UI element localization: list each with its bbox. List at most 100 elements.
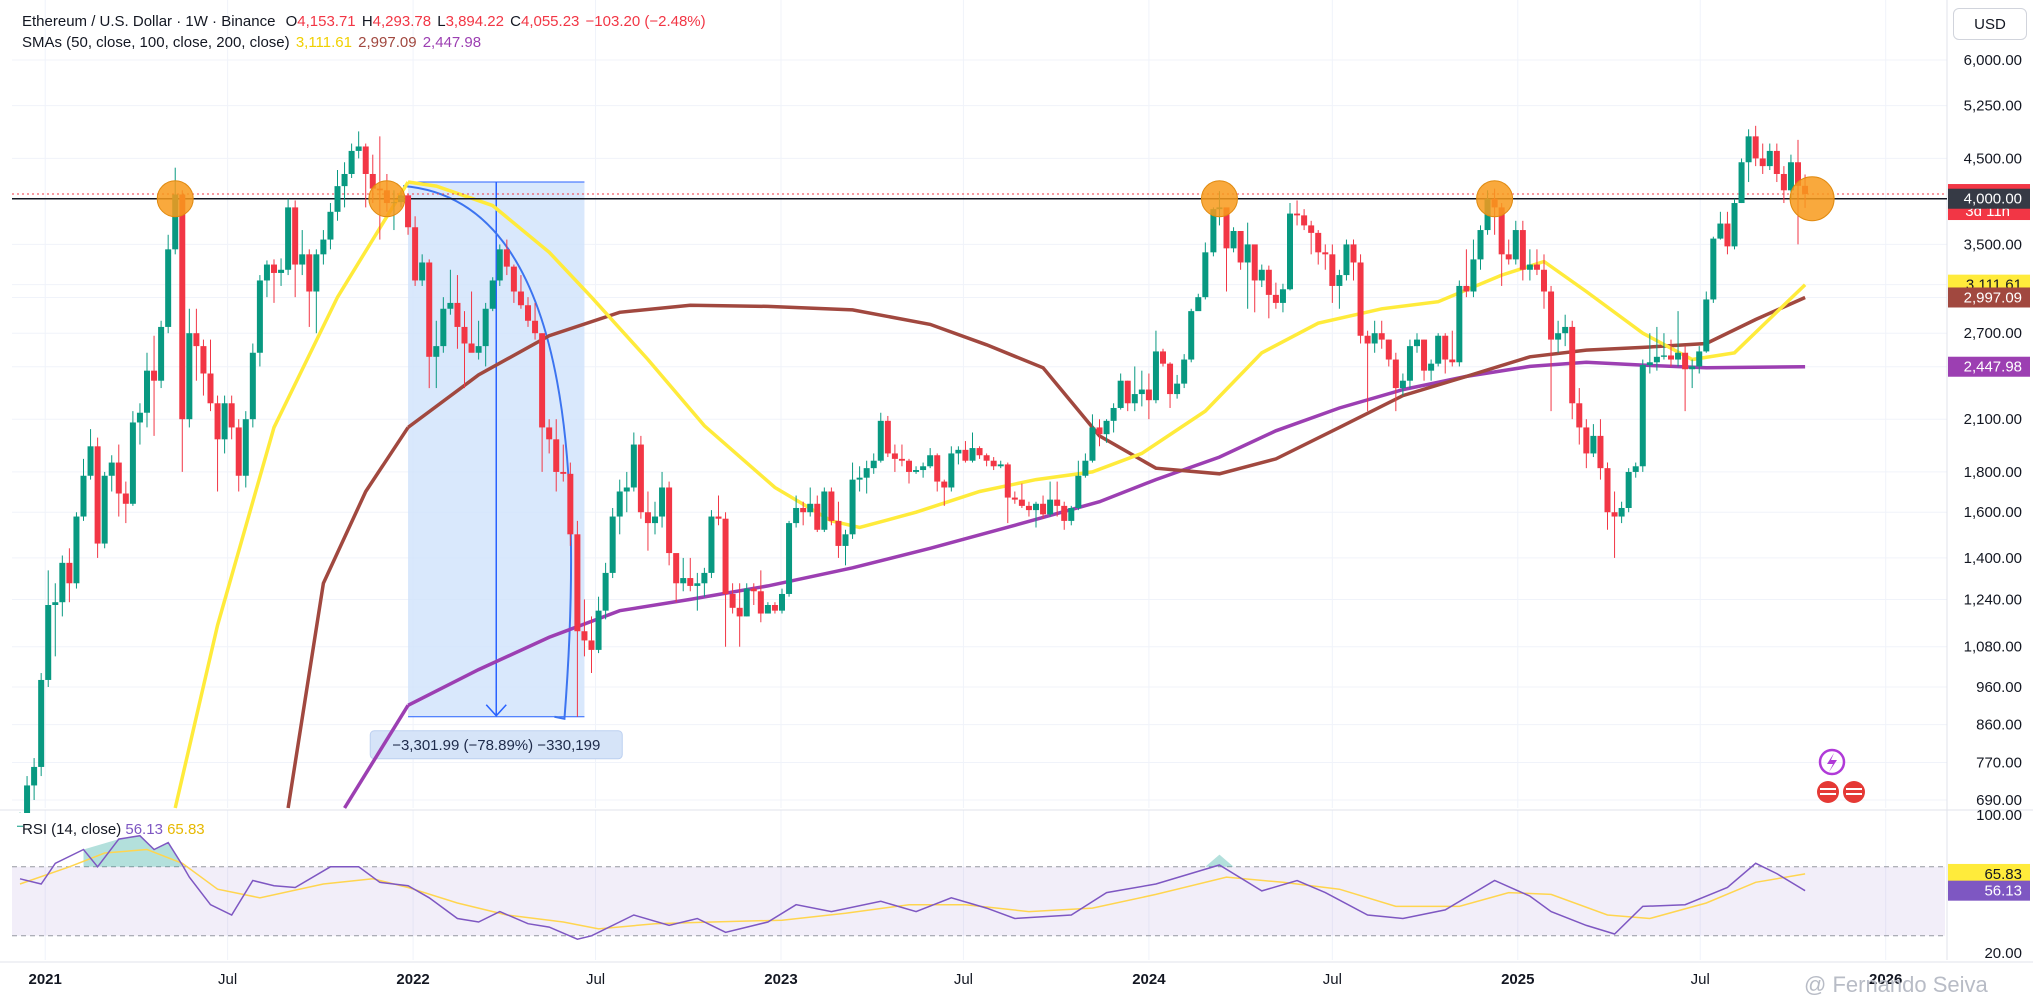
- currency-button[interactable]: USD: [1953, 8, 2027, 40]
- candle-body: [1675, 352, 1682, 360]
- candle: [151, 335, 158, 436]
- candle-body: [955, 449, 962, 454]
- candle-body: [1703, 299, 1710, 352]
- candle-body: [1604, 468, 1611, 513]
- candle: [637, 435, 644, 519]
- candle-body: [1738, 162, 1745, 204]
- candle: [793, 495, 800, 528]
- time-axis: 2021 Jul 2022 Jul 2023 Jul 2024 Jul 2025 Jul 2026: [29, 971, 1903, 988]
- candle: [24, 776, 31, 813]
- candle: [687, 557, 694, 592]
- candle: [588, 616, 595, 674]
- candle: [736, 583, 743, 647]
- candle-body: [927, 455, 934, 467]
- candle-body: [1653, 356, 1660, 363]
- price-tag-box: [1948, 287, 2030, 308]
- candle-body: [1301, 215, 1308, 226]
- candle-body: [1505, 254, 1512, 260]
- candle: [1773, 143, 1780, 183]
- candle: [341, 162, 348, 208]
- low-label: L: [437, 13, 446, 30]
- candle-body: [193, 333, 200, 347]
- candle-body: [405, 195, 412, 228]
- candle: [285, 198, 292, 276]
- lightning-icon[interactable]: [1818, 748, 1846, 776]
- candle-body: [468, 343, 475, 353]
- price-tick-label: 5,250.00: [1964, 98, 2022, 115]
- price-tick-label: 960.00: [1976, 679, 2022, 696]
- candle-body: [362, 146, 369, 174]
- candle-body: [743, 588, 750, 617]
- candle-body: [158, 326, 165, 381]
- candle-body: [433, 346, 440, 357]
- candle-body: [1075, 475, 1082, 508]
- flag-us-icon[interactable]: [1817, 781, 1839, 803]
- candle: [510, 264, 517, 303]
- candle-body: [355, 146, 362, 151]
- candle-body: [1230, 230, 1237, 249]
- candle: [969, 432, 976, 463]
- candle-body: [1145, 389, 1152, 401]
- candle: [1110, 403, 1117, 433]
- candle-body: [546, 427, 553, 440]
- resistance-touch-marker: [1789, 176, 1835, 222]
- time-tick-label: 2026: [1869, 971, 1902, 988]
- candle: [1075, 460, 1082, 511]
- candle: [1103, 419, 1110, 443]
- candle: [856, 466, 863, 492]
- candle-body: [151, 370, 158, 381]
- flag-us-icon-2[interactable]: [1843, 781, 1865, 803]
- candle: [1131, 366, 1138, 412]
- candle: [786, 520, 793, 597]
- candle-body: [708, 516, 715, 573]
- candle-body: [1244, 244, 1251, 263]
- candle: [1569, 320, 1576, 420]
- price-tick-label: 2,700.00: [1964, 325, 2022, 342]
- candle: [52, 583, 59, 657]
- candle-body: [1498, 207, 1505, 255]
- candle: [532, 302, 539, 340]
- sma100-line: [407, 295, 1806, 476]
- candle-body: [637, 444, 644, 513]
- candle-body: [1378, 333, 1385, 340]
- candle: [101, 471, 108, 549]
- candle-body: [1195, 297, 1202, 312]
- candle: [299, 230, 306, 276]
- candle-body: [757, 591, 764, 614]
- candle-body: [1421, 339, 1428, 371]
- candle: [1244, 222, 1251, 309]
- candle: [249, 343, 256, 428]
- candle: [1322, 244, 1329, 270]
- sma50-value: 3,111.61: [295, 34, 352, 51]
- candle: [1301, 209, 1308, 231]
- candle: [659, 471, 666, 528]
- candle-body: [1068, 507, 1075, 521]
- candle: [1414, 333, 1420, 353]
- rsi-overbought-fill-2: [1205, 854, 1234, 867]
- candle-body: [165, 249, 172, 327]
- candle-body: [898, 458, 905, 461]
- candle: [348, 143, 355, 178]
- candle-body: [440, 308, 447, 347]
- candle: [129, 411, 136, 506]
- author-watermark: @ Fernando Seiva: [1804, 972, 1988, 997]
- candle: [870, 453, 877, 474]
- candle-body: [1696, 351, 1703, 367]
- candle: [983, 453, 990, 467]
- candle-body: [1258, 269, 1265, 281]
- candle-body: [870, 460, 877, 469]
- candle: [1336, 269, 1343, 309]
- candle-body: [38, 679, 45, 767]
- candle-body: [1287, 213, 1293, 290]
- candle-body: [1315, 232, 1322, 253]
- candle: [94, 437, 101, 558]
- measure-label-box: [369, 730, 623, 760]
- candle: [1371, 320, 1378, 353]
- price-tick-label: 1,400.00: [1964, 550, 2022, 567]
- candle-body: [1463, 285, 1470, 292]
- candle: [200, 339, 207, 396]
- candle-body: [1449, 359, 1456, 363]
- candle: [263, 260, 270, 298]
- candle: [1428, 359, 1435, 381]
